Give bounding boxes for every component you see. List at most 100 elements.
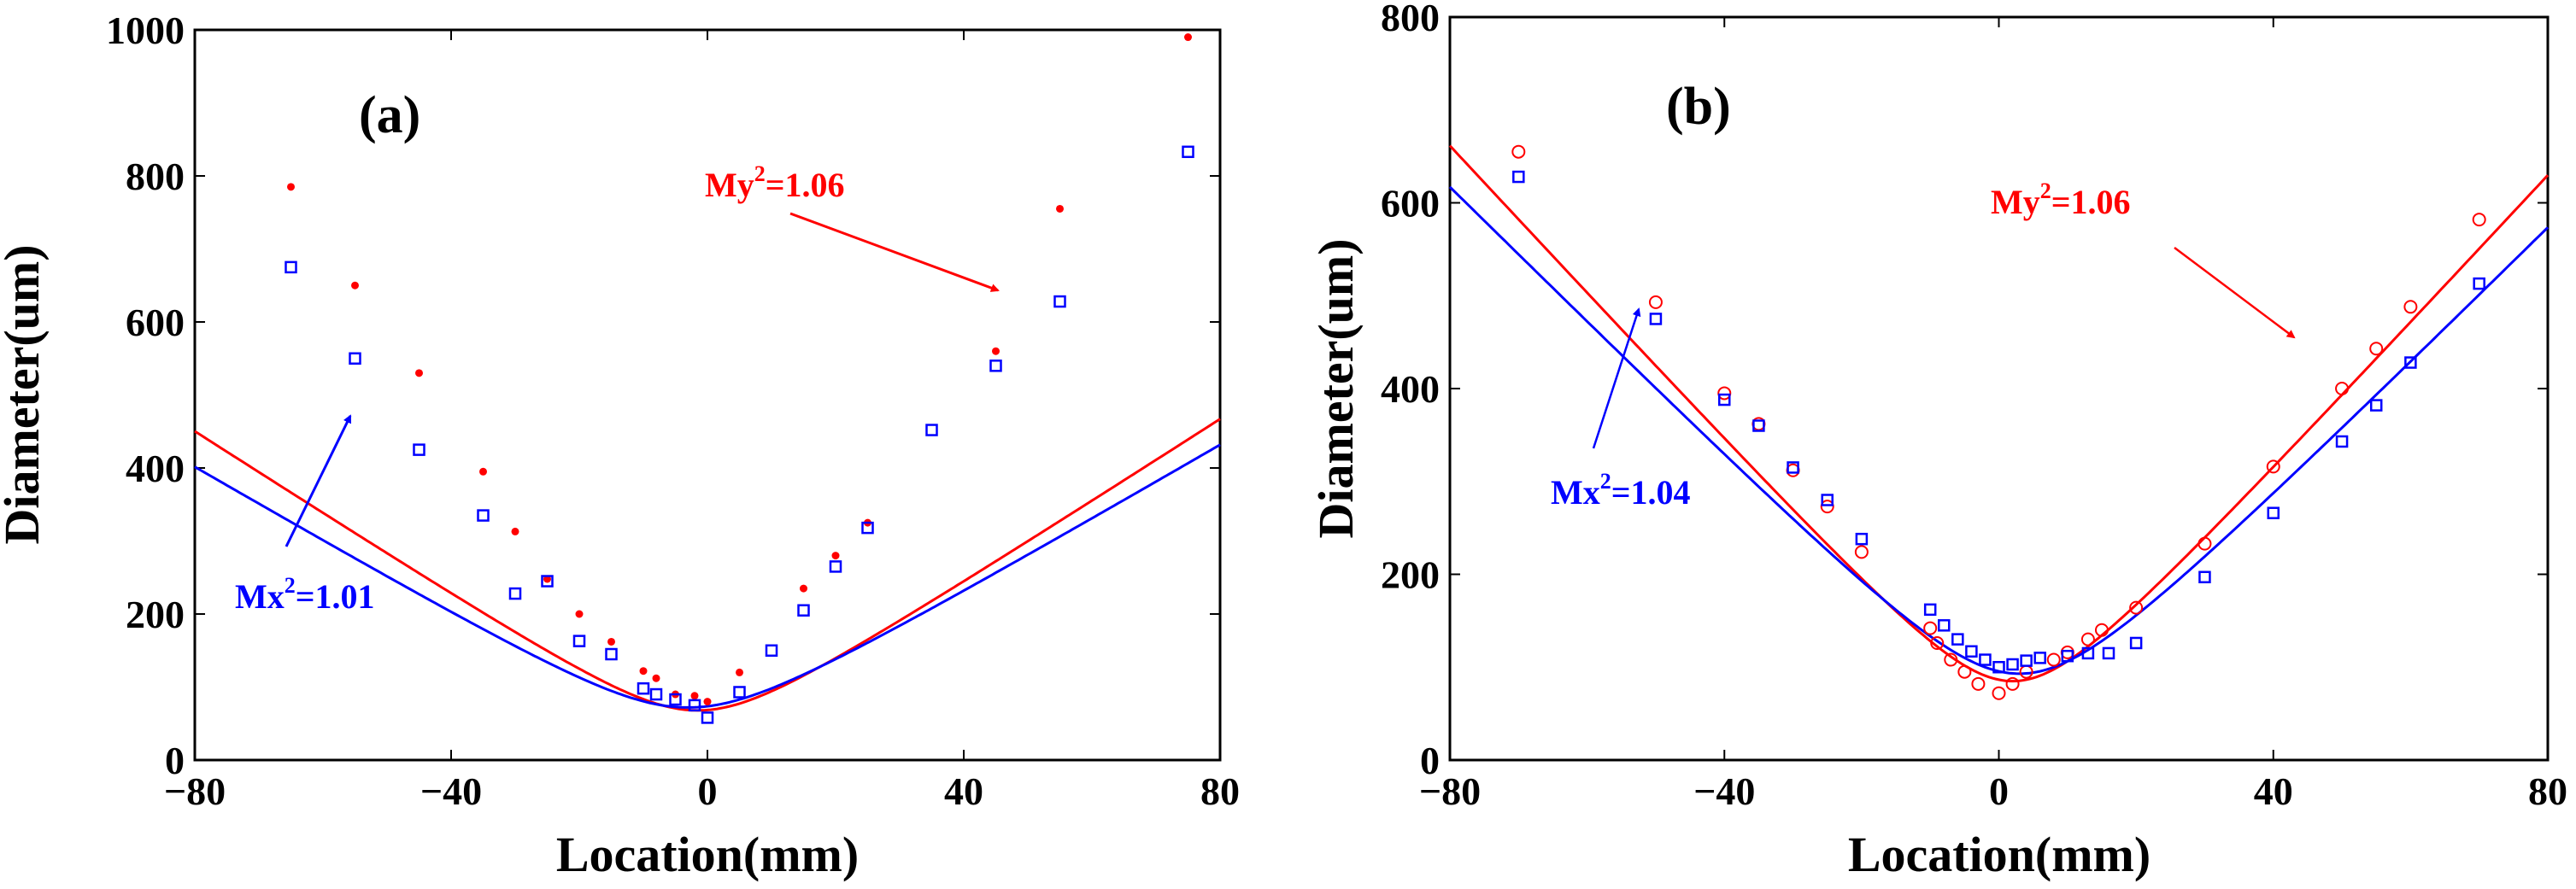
panel-a-markers [285,33,1194,724]
panel-b-point-x [1512,170,1525,184]
panel-b-ytick-label: 600 [1381,182,1440,225]
panel-b-point-y [1923,621,1938,635]
panel-b-point-x [2033,652,2046,664]
panel-a-ytick-label: 600 [126,301,185,344]
panel-b-mx2-arrow [1592,307,1641,449]
panel-a-point-y [607,637,615,646]
panel-a-point-x [861,521,874,535]
panel-a-ytick-label: 0 [165,739,185,782]
panel-a-point-y [690,692,699,700]
panel-a-ytick-label: 200 [126,593,185,636]
panel-b-point-y [1930,635,1945,650]
panel-a-point-x [765,644,778,657]
panel-b-point-y [2266,459,2280,474]
panel-b-xtick-label: 80 [2528,769,2567,813]
panel-a-point-y [575,610,584,618]
panel-a-point-y [1184,33,1192,42]
panel-b-point-y [1944,652,1958,667]
panel-b-point-y [1957,664,1972,679]
panel-b-point-x [1979,653,1992,666]
panel-a-point-x [637,681,650,695]
panel-a-point-x [285,260,297,274]
panel-b-point-x [2473,277,2485,290]
panel-b-point-x [2102,646,2115,660]
panel-a-point-y [511,527,519,535]
panel-a-point-x [572,635,586,647]
panel-a-ytick-label: 400 [126,447,185,490]
panel-b-mx2-annotation: Mx2=1.04 [1551,469,1691,512]
panel-b-xtick-label: −80 [1419,769,1481,813]
panel-b-point-y [1971,676,1986,691]
panel-b-point-x [1992,661,2005,674]
panel-b-my2-arrow [2174,247,2296,339]
panel-b-point-x [1965,645,1978,658]
panel-b-point-x [2006,658,2019,671]
panel-a-point-y [479,467,487,476]
panel-a-point-x [925,424,938,436]
panel-b-ytick-label: 400 [1381,367,1440,411]
panel-b-point-x [2404,356,2417,369]
panel-a-point-y [800,584,807,593]
panel-a-point-x [1053,295,1066,308]
panel-a-point-x [649,687,663,701]
panel-b-point-x [2081,646,2095,660]
panel-a-point-x [701,711,714,724]
panel-b-point-x [1923,603,1937,617]
panel-a-point-y [415,369,423,377]
panel-a-ytick-label: 800 [126,155,185,198]
panel-b-point-x [1649,313,1663,325]
panel-a-point-x [797,604,810,617]
panel-a-label: (a) [359,86,420,144]
panel-b-point-x [2369,399,2383,412]
panel-b-point-x [1718,393,1731,406]
panel-a-point-x [349,352,361,365]
panel-b-xtick-label: 40 [2254,769,2293,813]
panel-a-point-x [1182,145,1194,159]
panel-a-point-x [669,693,682,706]
panel-b-point-x [1855,532,1869,546]
panel-b-point-y [2472,213,2486,227]
panel-a-point-y [831,552,840,560]
panel-b-point-x [2020,654,2033,667]
panel-a-point-y [652,674,660,682]
panel-a-fit-line-y [194,418,1221,712]
panel-b-point-y [1511,144,1526,159]
panel-a-point-y [639,667,648,676]
panel-b-point-y [2403,300,2418,314]
panel-b-point-x [1938,619,1951,632]
panel-b-point-x [2198,570,2211,584]
panel-b-fit-line-y [1448,144,2550,683]
panel-a-xtick-label: 0 [698,769,718,813]
panel-a-ylabel: Diameter(um) [0,244,50,544]
panel-b-point-y [1717,386,1732,401]
panel-b-point-y [2094,623,2109,637]
panel-a-fit-line-x [194,443,1221,709]
panel-a-my2-arrow [789,212,1000,292]
panel-b-my2-annotation: My2=1.06 [1991,178,2131,221]
panel-a-mx2-arrow [285,414,352,547]
panel-a-point-x [688,699,701,712]
panel-a-point-x [829,560,842,573]
panel-a-mx2-annotation: Mx2=1.01 [235,573,375,616]
panel-b-ytick-label: 0 [1420,739,1440,782]
panel-a-xtick-label: 80 [1200,769,1240,813]
panel-a-point-y [1056,204,1064,213]
panel-a-point-y [736,668,743,676]
panel-a-xtick-label: 40 [944,769,983,813]
panel-a-xtick-label: −80 [164,769,226,813]
panel-a-ytick-label: 1000 [106,9,185,52]
panel-a-xlabel: Location(mm) [556,827,859,882]
panel-a-point-x [605,647,618,661]
panel-b-fit-lines [1448,144,2550,683]
panel-b-point-y [2369,342,2384,356]
panel-a-fit-lines [194,418,1221,712]
panel-b-ylabel: Diameter(um) [1308,238,1364,538]
panel-b-point-y [1648,295,1663,309]
panel-a-point-y [703,698,712,706]
panel-b-point-x [1787,461,1799,474]
panel-a-frame [193,28,1222,762]
